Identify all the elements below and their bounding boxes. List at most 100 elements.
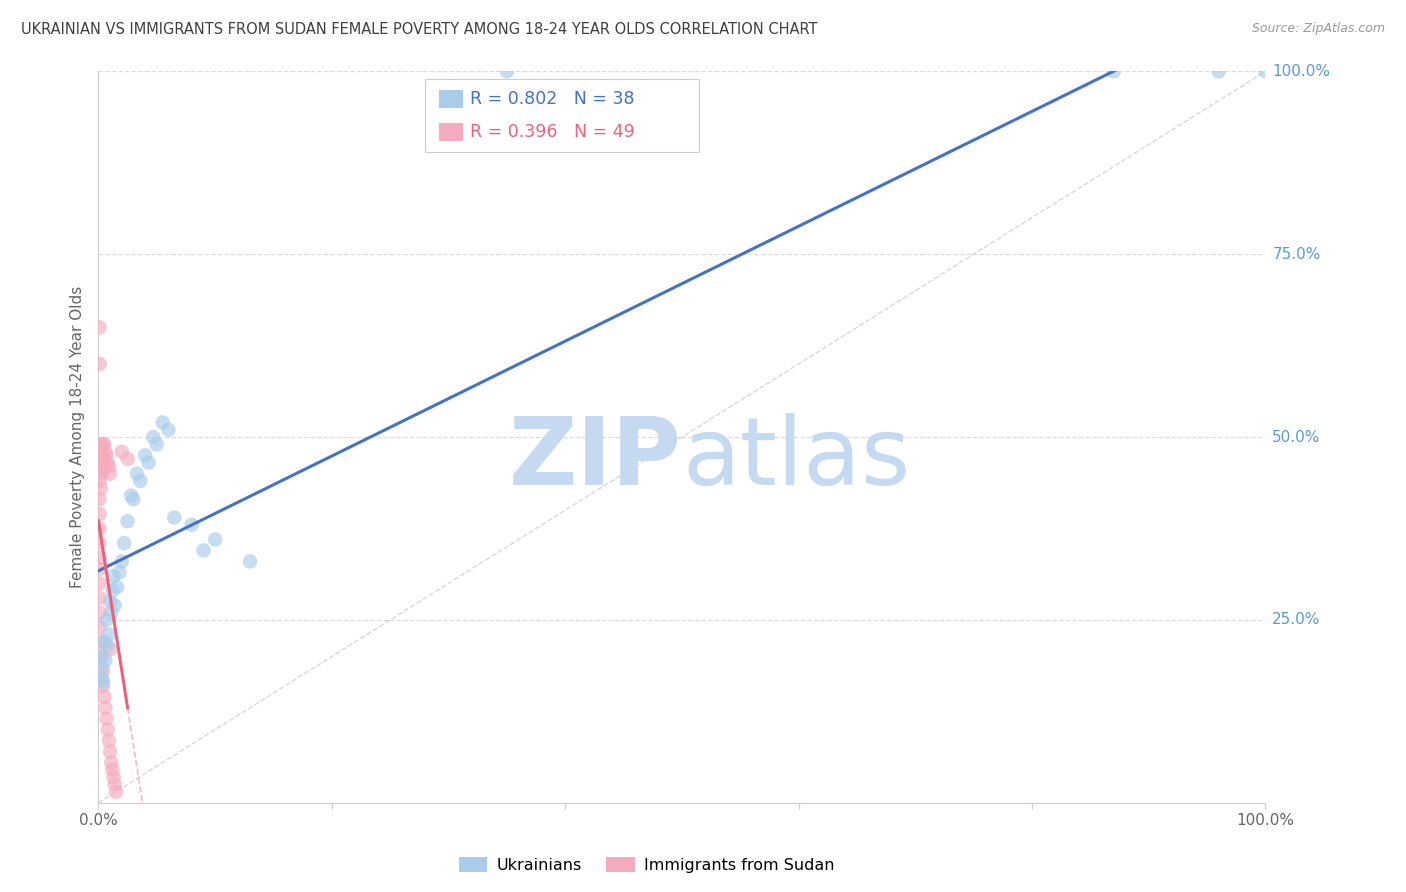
Y-axis label: Female Poverty Among 18-24 Year Olds: Female Poverty Among 18-24 Year Olds [70,286,86,588]
Point [96,449,118,463]
Text: 100.0%: 100.0% [1272,64,1330,78]
Point [89,357,111,371]
Point [204,533,226,547]
Point [125,467,148,481]
Point [90,649,112,664]
Point [157,423,180,437]
Point [134,449,156,463]
Point [90,481,112,495]
Point [104,599,127,613]
Point [97,456,120,470]
Text: R = 0.396   N = 49: R = 0.396 N = 49 [470,123,634,141]
Point [129,474,152,488]
Legend: Ukrainians, Immigrants from Sudan: Ukrainians, Immigrants from Sudan [453,851,841,880]
Point [91,664,114,678]
Point [101,763,124,777]
Point [108,566,131,580]
FancyBboxPatch shape [439,90,463,108]
Point [89,562,111,576]
Text: ZIP: ZIP [509,413,682,505]
Point [97,627,120,641]
Point [93,452,115,467]
Point [91,675,114,690]
Point [93,635,115,649]
Point [103,770,125,784]
Point [193,543,215,558]
Point [93,690,115,704]
Point [97,723,120,737]
Point [1254,64,1277,78]
Point [94,653,117,667]
Text: Source: ZipAtlas.com: Source: ZipAtlas.com [1251,22,1385,36]
Point [91,679,114,693]
Point [94,459,117,474]
Point [90,660,112,674]
Point [146,437,169,451]
Point [89,576,111,591]
Point [89,463,111,477]
Point [89,620,111,634]
Text: atlas: atlas [682,413,910,505]
Point [103,569,125,583]
Point [495,64,517,78]
Point [98,467,121,481]
Point [111,554,134,568]
Point [91,452,114,467]
Point [94,700,117,714]
Point [90,449,112,463]
Point [91,437,114,451]
Point [117,514,139,528]
Point [112,536,135,550]
Point [101,583,124,598]
Point [94,444,117,458]
Point [138,456,160,470]
Point [111,444,134,458]
Point [89,521,111,535]
Point [1208,64,1230,78]
Point [122,492,145,507]
Point [104,785,127,799]
FancyBboxPatch shape [439,122,463,141]
Point [98,745,121,759]
Point [89,606,111,620]
Point [89,550,111,565]
Point [89,474,111,488]
Point [152,416,174,430]
Text: 25.0%: 25.0% [1272,613,1320,627]
Text: 50.0%: 50.0% [1272,430,1320,444]
Point [89,449,111,463]
Point [89,492,111,507]
Point [120,489,142,503]
Text: R = 0.802   N = 38: R = 0.802 N = 38 [470,90,634,108]
Point [98,642,121,657]
Point [180,517,202,532]
Point [105,580,128,594]
Point [89,507,111,521]
Point [96,712,118,726]
Point [1102,64,1125,78]
Point [97,639,120,653]
Point [90,467,112,481]
Point [90,635,112,649]
Point [93,437,115,451]
Point [96,613,118,627]
Point [90,463,112,477]
Point [90,452,112,467]
Text: UKRAINIAN VS IMMIGRANTS FROM SUDAN FEMALE POVERTY AMONG 18-24 YEAR OLDS CORRELAT: UKRAINIAN VS IMMIGRANTS FROM SUDAN FEMAL… [21,22,818,37]
Point [90,649,112,664]
Point [163,510,186,524]
Point [100,756,122,770]
Text: 75.0%: 75.0% [1272,247,1320,261]
Point [90,437,112,451]
FancyBboxPatch shape [425,78,699,152]
Point [98,594,121,608]
Point [89,591,111,605]
Point [90,672,112,686]
Point [104,777,127,792]
Point [239,554,262,568]
Point [89,536,111,550]
Point [117,452,139,467]
Point [97,459,120,474]
Point [97,733,120,747]
Point [142,430,165,444]
